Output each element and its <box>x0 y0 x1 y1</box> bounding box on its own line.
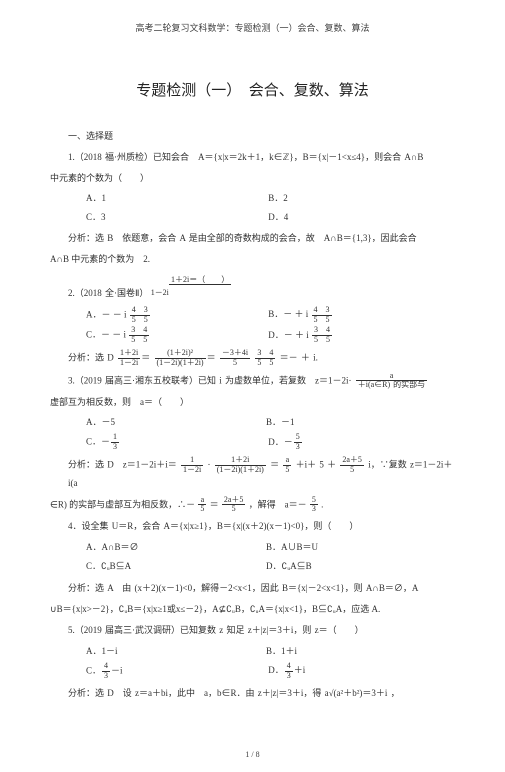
q2-opt-a-label: A．－ － i <box>86 309 127 319</box>
q4-opt-row1: A．A∩B＝∅B．A∪B＝U <box>86 539 455 556</box>
q2-opt-d-label: D．－ ＋ i <box>268 330 309 340</box>
q2-main-frac-bot: 1－2i <box>149 289 171 298</box>
q5-stem: 5.（2019 届高三·武汉调研）已知复数 z 知足 z＋|z|＝3＋i，则 z… <box>68 622 455 639</box>
q1-opt-a: A．1 <box>86 190 266 207</box>
q3-analysis-2: ∈R) 的实部与虚部互为相反数，∴－ a5 ＝ 2a＋55 ，解得 a＝－ 53… <box>50 496 455 515</box>
q4-stem: 4．设全集 U＝R，会合 A＝{x|x≥1}，B＝{x|(x＋2)(x－1)<0… <box>68 518 455 535</box>
q1-opt-d: D．4 <box>268 212 288 222</box>
q1-stem-2: 中元素的个数为（ ） <box>50 170 455 187</box>
q4-analysis-1: 分析：选 A 由 (x＋2)(x－1)<0，解得－2<x<1，因此 B＝{x|－… <box>68 580 455 597</box>
q3-stem-2: 虚部互为相反数，则 a＝（ ） <box>50 394 455 411</box>
q2-opt-c-label: C．－ － i <box>86 330 126 340</box>
q1-analysis-2: A∩B 中元素的个数为 2. <box>50 251 455 268</box>
q3-analysis-1: 分析：选 D z＝1－2i＋i＝ 11－2i · 1＋2i(1－2i)(1＋2i… <box>68 456 455 492</box>
q1-opt-row-2: C．3 D．4 <box>86 209 455 226</box>
q4-analysis-2: ∪B＝{x|x>－2}，∁ᵤB＝{x|x≥1或x≤－2}，A⊈∁ᵤB，∁ᵤA＝{… <box>50 601 455 618</box>
q1-opt-c: C．3 <box>86 209 266 226</box>
q3-opt-row2: C．－13 D．－53 <box>86 433 455 452</box>
q2-analysis: 分析：选 D 1＋2i1－2i＝ (1＋2i)²(1－2i)(1＋2i)＝ －3… <box>68 349 455 368</box>
page-footer: 1 / 8 <box>50 747 455 762</box>
q3-stem: 3.（2019 届高三·湘东五校联考）已知 i 为虚数单位，若复数 z＝1－2i… <box>68 372 455 391</box>
q1-analysis-1: 分析：选 B 依题意，会合 A 是由全部的奇数构成的会合，故 A∩B＝{1,3}… <box>68 230 455 247</box>
q1-stem: 1.（2018 福·州质检）已知会合 A＝{x|x＝2k＋1，k∈ℤ}，B＝{x… <box>68 149 455 166</box>
q1-opt-b: B．2 <box>268 193 288 203</box>
page-header: 高考二轮复习文科数学：专题检测（一）会合、复数、算法 <box>50 20 455 37</box>
title: 专题检测（一） 会合、复数、算法 <box>50 77 455 106</box>
q2-opt-row2: C．－ － i 3 45 5 D．－ ＋ i 3 45 5 <box>86 326 455 345</box>
q2-main-frac: 1＋2i＝（ ） <box>169 276 231 286</box>
q2-stem: 2.（2018 全·国卷Ⅱ） <box>68 288 148 298</box>
q3-opt-row1: A．－5B．－1 <box>86 414 455 431</box>
q4-opt-row2: C．∁ᵤB⊆AD．∁ᵤA⊆B <box>86 558 455 575</box>
q1-opt-row-1: A．1 B．2 <box>86 190 455 207</box>
q2-opt-b-label: B．－ ＋ i <box>268 309 308 319</box>
section-1-heading: 一、选择题 <box>68 128 455 145</box>
q5-analysis: 分析：选 D 设 z＝a＋bi，此中 a，b∈R．由 z＋|z|＝3＋i，得 a… <box>68 685 455 702</box>
q2-opt-row1: A．－ － i 4 35 5 B．－ ＋ i 4 35 5 <box>86 306 455 325</box>
q5-opt-row1: A．1－iB．1＋i <box>86 643 455 660</box>
q5-opt-row2: C．43－i D．43＋i <box>86 662 455 681</box>
